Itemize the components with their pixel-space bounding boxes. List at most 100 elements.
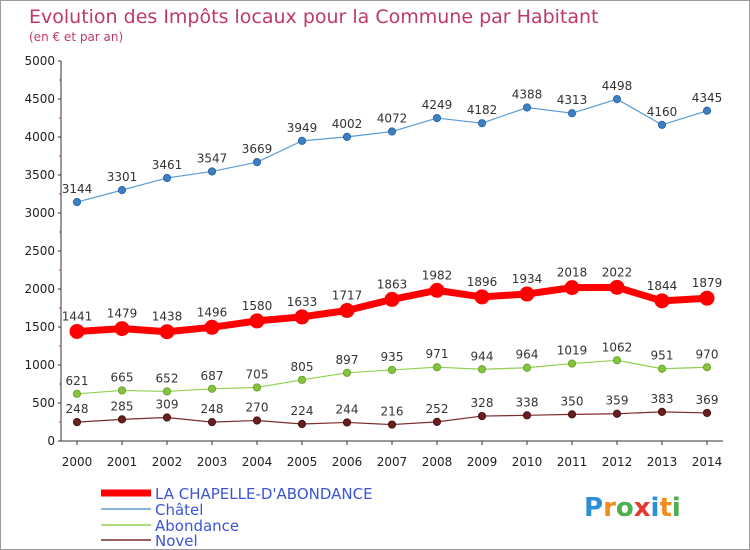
- y-tick-label: 500: [32, 396, 55, 410]
- chart-title: Evolution des Impôts locaux pour la Comm…: [29, 6, 599, 28]
- data-label: 951: [651, 349, 674, 363]
- data-label: 252: [426, 402, 449, 416]
- data-label: 338: [516, 395, 539, 409]
- data-label: 3144: [62, 182, 93, 196]
- data-point: [432, 363, 442, 372]
- legend-item: Novel: [101, 532, 198, 549]
- data-label: 3949: [287, 121, 318, 135]
- data-point: [294, 309, 310, 325]
- data-point: [339, 303, 355, 319]
- x-tick-label: 2013: [647, 455, 678, 469]
- x-tick-label: 2004: [242, 455, 273, 469]
- data-label: 652: [156, 371, 179, 385]
- x-tick-label: 2011: [557, 455, 588, 469]
- data-point: [162, 387, 172, 396]
- data-point: [249, 313, 265, 329]
- data-label: 1633: [287, 295, 318, 309]
- data-label: 4002: [332, 117, 363, 131]
- brand-text: Proxiti: [584, 493, 681, 523]
- data-label: 248: [66, 402, 89, 416]
- y-tick-label: 4000: [24, 130, 55, 144]
- x-tick-label: 2000: [62, 455, 93, 469]
- brand-letter: i: [651, 493, 660, 523]
- data-label: 621: [66, 374, 89, 388]
- series-0: [69, 279, 715, 340]
- legend-label: LA CHAPELLE-D'ABONDANCE: [155, 485, 373, 503]
- data-point: [477, 119, 487, 128]
- data-point: [702, 408, 712, 418]
- data-point: [384, 291, 400, 307]
- y-tick-label: 1500: [24, 320, 55, 334]
- data-point: [657, 407, 667, 416]
- x-tick-label: 2012: [602, 455, 633, 469]
- x-tick-label: 2008: [422, 455, 453, 469]
- data-label: 285: [111, 399, 134, 413]
- x-tick-label: 2002: [152, 455, 183, 469]
- x-tick-label: 2010: [512, 455, 543, 469]
- brand-letter: o: [616, 493, 634, 523]
- data-label: 4160: [647, 105, 678, 119]
- brand-letter: P: [584, 493, 603, 523]
- data-label: 964: [516, 348, 539, 362]
- data-point: [252, 416, 262, 425]
- y-tick-label: 2500: [24, 244, 55, 258]
- data-point: [522, 363, 532, 372]
- data-point: [117, 186, 127, 195]
- data-point: [72, 197, 82, 207]
- data-label: 687: [201, 369, 224, 383]
- data-point: [564, 280, 580, 296]
- data-point: [162, 173, 172, 183]
- brand-letter: x: [634, 493, 651, 523]
- data-label: 4313: [557, 93, 588, 107]
- data-point: [567, 410, 577, 419]
- data-label: 4345: [692, 91, 723, 105]
- legend-label: Novel: [155, 532, 198, 549]
- legend-label: Châtel: [155, 501, 203, 519]
- y-tick-label: 4500: [24, 92, 55, 106]
- y-tick-label: 3000: [24, 206, 55, 220]
- data-point: [522, 411, 532, 420]
- series-2: [72, 356, 712, 398]
- data-label: 1438: [152, 310, 183, 324]
- data-point: [432, 417, 442, 426]
- x-tick-label: 2006: [332, 455, 363, 469]
- proxiti-logo: Proxiti: [584, 493, 681, 523]
- y-tick-label: 5000: [24, 54, 55, 68]
- x-tick-label: 2014: [692, 455, 723, 469]
- x-tick-label: 2009: [467, 455, 498, 469]
- brand-letter: i: [672, 493, 681, 523]
- data-label: 359: [606, 394, 629, 408]
- data-point: [387, 365, 397, 375]
- data-point: [114, 321, 130, 337]
- data-label: 1934: [512, 272, 543, 286]
- data-point: [657, 120, 667, 129]
- data-point: [567, 109, 577, 118]
- legend-item: LA CHAPELLE-D'ABONDANCE: [101, 485, 373, 503]
- data-label: 1879: [692, 276, 723, 290]
- x-tick-label: 2005: [287, 455, 318, 469]
- data-point: [699, 290, 715, 306]
- data-label: 3669: [242, 142, 273, 156]
- data-point: [252, 158, 262, 167]
- data-point: [69, 323, 85, 339]
- data-label: 350: [561, 394, 584, 408]
- data-label: 4388: [512, 88, 543, 102]
- data-point: [612, 356, 622, 365]
- data-point: [297, 375, 307, 384]
- y-tick-label: 2000: [24, 282, 55, 296]
- x-tick-label: 2007: [377, 455, 408, 469]
- legend-label: Abondance: [155, 517, 239, 535]
- series-1: [72, 95, 712, 207]
- data-point: [207, 384, 217, 393]
- data-label: 970: [696, 347, 719, 361]
- series-3: [72, 407, 712, 429]
- y-tick-label: 0: [47, 434, 55, 448]
- data-label: 3461: [152, 158, 183, 172]
- data-label: 248: [201, 402, 224, 416]
- data-point: [432, 113, 442, 123]
- data-point: [612, 95, 622, 104]
- data-point: [477, 411, 487, 421]
- data-label: 369: [696, 393, 719, 407]
- data-label: 1844: [647, 279, 678, 293]
